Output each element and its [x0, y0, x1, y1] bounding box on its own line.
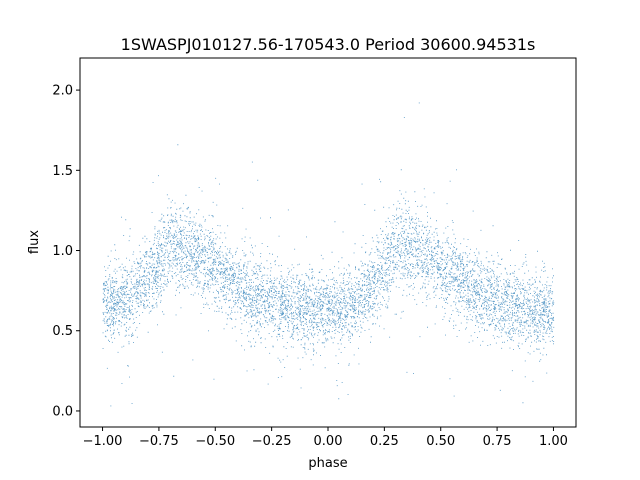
x-tick-label: 1.00: [539, 434, 568, 449]
x-axis-label: phase: [308, 456, 347, 471]
y-tick-label: 0.0: [52, 404, 73, 419]
y-tick-label: 0.5: [52, 324, 73, 339]
x-tick-label: 0.75: [483, 434, 512, 449]
x-tick-label: −1.00: [83, 434, 123, 449]
x-tick-label: −0.75: [139, 434, 179, 449]
plot-area-frame: [79, 57, 577, 428]
x-tick-label: 0.50: [426, 434, 455, 449]
y-axis-label: flux: [27, 230, 42, 254]
x-axis-ticks: −1.00 −0.75 −0.50 −0.25 0.00 0.25 0.50 0.75 1.00: [83, 427, 568, 449]
x-tick-label: 0.00: [314, 434, 343, 449]
x-tick-label: −0.25: [252, 434, 292, 449]
y-tick-label: 2.0: [52, 84, 73, 99]
y-axis-ticks: 0.0 0.5 1.0 1.5 2.0: [52, 84, 80, 419]
x-tick-label: 0.25: [370, 434, 399, 449]
data-points-layer: [102, 102, 555, 407]
chart-title: 1SWASPJ010127.56-170543.0 Period 30600.9…: [121, 35, 536, 54]
y-tick-label: 1.5: [52, 164, 73, 179]
x-tick-label: −0.50: [195, 434, 235, 449]
y-tick-label: 1.0: [52, 244, 73, 259]
scatter-points: [102, 102, 555, 407]
